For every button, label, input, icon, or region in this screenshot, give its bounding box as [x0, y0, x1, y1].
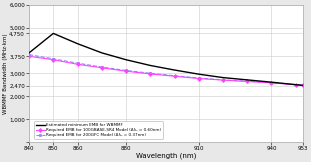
Y-axis label: WBMMF Bandwidth (MHz·km): WBMMF Bandwidth (MHz·km) [3, 33, 8, 114]
Line: Required EMB for 100GBASE-SR4 Model (Δλₛ = 0.60nm): Required EMB for 100GBASE-SR4 Model (Δλₛ… [28, 55, 304, 87]
Required EMB for 200GFC Model (Δλₛ = 0.37nm) [245, 80, 249, 82]
Required EMB for 200GFC Model (Δλₛ = 0.37nm) [197, 77, 201, 79]
Estimated minimum EMB for WBMMF [76, 43, 79, 45]
Required EMB for 100GBASE-SR4 Model (Δλₛ = 0.60nm) [301, 84, 305, 86]
Required EMB for 100GBASE-SR4 Model (Δλₛ = 0.60nm) [245, 81, 249, 82]
Required EMB for 200GFC Model (Δλₛ = 0.37nm) [76, 62, 79, 64]
Required EMB for 200GFC Model (Δλₛ = 0.37nm) [100, 66, 104, 68]
Required EMB for 200GFC Model (Δλₛ = 0.37nm) [294, 84, 298, 86]
Required EMB for 100GBASE-SR4 Model (Δλₛ = 0.60nm) [270, 82, 273, 84]
Required EMB for 100GBASE-SR4 Model (Δλₛ = 0.60nm) [76, 63, 79, 65]
Required EMB for 100GBASE-SR4 Model (Δλₛ = 0.60nm) [124, 70, 128, 72]
Required EMB for 100GBASE-SR4 Model (Δλₛ = 0.60nm) [51, 59, 55, 61]
Required EMB for 100GBASE-SR4 Model (Δλₛ = 0.60nm) [294, 84, 298, 86]
Required EMB for 200GFC Model (Δλₛ = 0.37nm) [148, 72, 152, 74]
Required EMB for 100GBASE-SR4 Model (Δλₛ = 0.60nm) [148, 73, 152, 75]
Line: Estimated minimum EMB for WBMMF: Estimated minimum EMB for WBMMF [29, 33, 303, 85]
Required EMB for 200GFC Model (Δλₛ = 0.37nm) [124, 69, 128, 71]
Estimated minimum EMB for WBMMF [301, 84, 305, 86]
X-axis label: Wavelength (nm): Wavelength (nm) [136, 153, 196, 159]
Estimated minimum EMB for WBMMF [148, 64, 152, 66]
Required EMB for 100GBASE-SR4 Model (Δλₛ = 0.60nm) [173, 75, 176, 77]
Estimated minimum EMB for WBMMF [270, 81, 273, 83]
Estimated minimum EMB for WBMMF [27, 52, 31, 54]
Estimated minimum EMB for WBMMF [124, 59, 128, 61]
Required EMB for 200GFC Model (Δλₛ = 0.37nm) [301, 84, 305, 86]
Required EMB for 200GFC Model (Δλₛ = 0.37nm) [270, 82, 273, 84]
Required EMB for 100GBASE-SR4 Model (Δλₛ = 0.60nm) [27, 55, 31, 57]
Legend: Estimated minimum EMB for WBMMF, Required EMB for 100GBASE-SR4 Model (Δλₛ = 0.60: Estimated minimum EMB for WBMMF, Require… [34, 121, 163, 139]
Estimated minimum EMB for WBMMF [245, 79, 249, 81]
Required EMB for 200GFC Model (Δλₛ = 0.37nm) [51, 58, 55, 60]
Estimated minimum EMB for WBMMF [197, 73, 201, 75]
Estimated minimum EMB for WBMMF [294, 84, 298, 86]
Estimated minimum EMB for WBMMF [100, 52, 104, 54]
Estimated minimum EMB for WBMMF [221, 77, 225, 79]
Estimated minimum EMB for WBMMF [51, 32, 55, 34]
Required EMB for 100GBASE-SR4 Model (Δλₛ = 0.60nm) [197, 78, 201, 80]
Estimated minimum EMB for WBMMF [173, 69, 176, 71]
Required EMB for 100GBASE-SR4 Model (Δλₛ = 0.60nm) [100, 67, 104, 69]
Line: Required EMB for 200GFC Model (Δλₛ = 0.37nm): Required EMB for 200GFC Model (Δλₛ = 0.3… [28, 53, 304, 87]
Required EMB for 200GFC Model (Δλₛ = 0.37nm) [221, 79, 225, 81]
Required EMB for 200GFC Model (Δλₛ = 0.37nm) [173, 75, 176, 77]
Required EMB for 200GFC Model (Δλₛ = 0.37nm) [27, 54, 31, 56]
Required EMB for 100GBASE-SR4 Model (Δλₛ = 0.60nm) [221, 79, 225, 81]
